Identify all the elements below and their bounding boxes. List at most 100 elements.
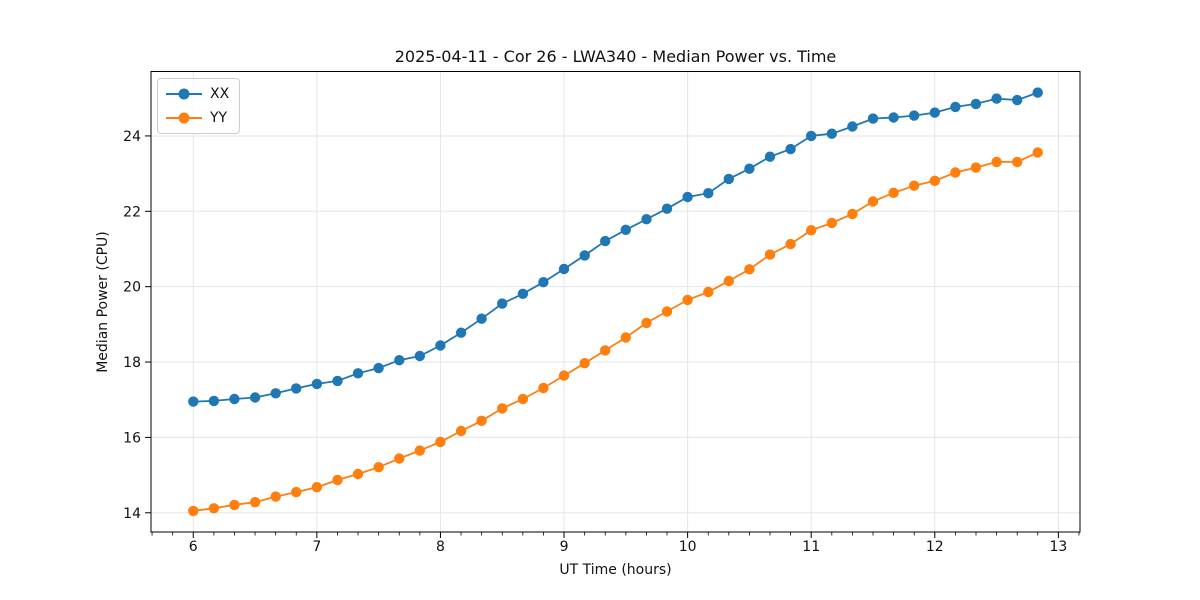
legend-line-yy-icon <box>166 112 202 124</box>
series-xx-marker <box>847 121 858 132</box>
series-yy-marker <box>249 497 261 508</box>
x-tick-label: 8 <box>436 539 445 555</box>
series-yy-marker <box>703 286 714 298</box>
x-tick-label: 12 <box>926 539 944 555</box>
x-tick-label: 9 <box>560 539 569 555</box>
series-yy-marker <box>208 503 220 514</box>
series-xx-marker <box>991 93 1002 104</box>
legend-dot-yy-icon <box>178 112 190 124</box>
series-yy-line <box>193 151 1039 512</box>
y-tick-label: 16 <box>123 430 141 446</box>
series-yy-marker <box>970 162 982 173</box>
series-xx-line <box>193 91 1039 403</box>
series-yy-marker <box>806 225 817 236</box>
series-xx-marker <box>476 313 487 324</box>
x-tick-label: 11 <box>802 539 820 555</box>
x-axis-label: UT Time (hours) <box>559 562 672 578</box>
series-xx-marker <box>826 128 837 139</box>
series-yy-marker <box>723 275 734 287</box>
series-yy-marker <box>270 491 281 502</box>
y-tick-label: 20 <box>123 280 141 296</box>
series-yy-marker <box>373 462 384 473</box>
series-yy-marker <box>497 403 508 414</box>
series-yy-marker <box>435 436 446 448</box>
legend: XX YY <box>157 78 241 134</box>
series-yy-marker <box>476 415 487 426</box>
series-yy-marker <box>867 196 879 207</box>
x-tick-label: 6 <box>189 539 198 555</box>
series-xx-marker <box>435 340 446 351</box>
series-xx-marker <box>497 298 508 309</box>
legend-line-xx-icon <box>166 88 202 100</box>
series-yy-marker <box>950 167 961 178</box>
series-yy-marker <box>455 425 467 437</box>
series-yy-marker <box>538 382 549 394</box>
series-yy-marker <box>826 217 837 229</box>
series-xx-marker <box>249 392 261 403</box>
series-yy-marker <box>1032 147 1043 158</box>
series-yy-marker <box>229 499 240 511</box>
series-xx-marker <box>352 368 364 379</box>
series-xx-marker <box>620 224 631 235</box>
series-xx-marker <box>908 110 920 121</box>
series-xx-marker <box>1012 94 1023 106</box>
series-xx-marker <box>455 327 467 338</box>
x-tick-label: 7 <box>312 539 321 555</box>
series-xx-marker <box>517 288 529 299</box>
series-xx-marker <box>806 130 817 142</box>
series-xx-marker <box>723 173 734 185</box>
series-yy-marker <box>558 370 570 381</box>
series-yy-marker <box>352 468 364 480</box>
series-xx-marker <box>188 396 199 407</box>
series-xx-marker <box>785 143 796 155</box>
series-xx-marker <box>867 113 879 124</box>
x-tick-label: 13 <box>1049 539 1067 555</box>
series-xx-marker <box>414 350 425 362</box>
series-xx-marker <box>888 112 899 123</box>
y-tick-label: 18 <box>123 355 141 371</box>
series-yy-marker <box>929 175 940 186</box>
y-axis-label: Median Power (CPU) <box>95 231 111 373</box>
series-yy-marker <box>579 358 590 369</box>
legend-label-xx: XX <box>210 86 230 102</box>
plot-border <box>150 71 1081 533</box>
series-yy-marker <box>641 317 652 329</box>
series-xx-marker <box>600 235 611 247</box>
series-xx-marker <box>1032 87 1043 98</box>
series-xx-marker <box>703 188 714 199</box>
series-xx-marker <box>970 98 982 110</box>
series-xx-marker <box>764 151 776 162</box>
series-xx-marker <box>373 362 384 374</box>
series-yy-marker <box>785 238 796 250</box>
series-yy-marker <box>291 486 302 498</box>
series-xx-marker <box>394 355 405 366</box>
series-yy-marker <box>682 294 693 306</box>
legend-dot-xx-icon <box>178 88 190 100</box>
series-yy-marker <box>394 453 405 464</box>
series-xx-marker <box>929 107 940 118</box>
series-yy-marker <box>847 208 858 220</box>
series-yy-marker <box>600 345 611 356</box>
series-yy-marker <box>991 156 1002 168</box>
series-yy-marker <box>744 264 755 275</box>
chart-title: 2025-04-11 - Cor 26 - LWA340 - Median Po… <box>394 47 837 66</box>
series-xx-marker <box>661 203 673 214</box>
series-yy-marker <box>888 187 899 198</box>
legend-item-xx: XX <box>166 84 229 104</box>
series-xx-marker <box>270 388 281 399</box>
series-yy-marker <box>620 332 631 343</box>
series-xx-marker <box>579 250 590 261</box>
series-xx-marker <box>950 101 961 113</box>
series-xx-marker <box>229 393 240 405</box>
series-xx-marker <box>208 395 220 407</box>
series-xx-marker <box>682 191 693 203</box>
series-yy-marker <box>311 482 323 493</box>
series-yy-marker <box>1012 156 1023 168</box>
legend-item-yy: YY <box>166 108 229 128</box>
series-yy-marker <box>332 474 343 486</box>
series-xx-marker <box>558 263 570 275</box>
series-yy-marker <box>661 306 673 317</box>
series-xx-marker <box>291 383 302 394</box>
